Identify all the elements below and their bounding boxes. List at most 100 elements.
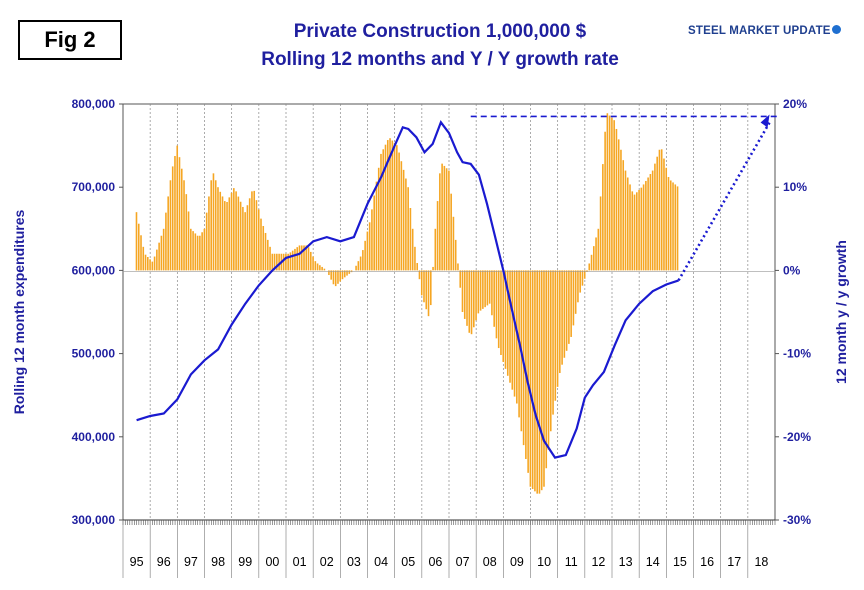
x-tick-label: 99 [238,555,252,569]
left-tick-label: 300,000 [72,513,116,527]
growth-bar [300,245,303,271]
growth-bar [405,178,407,271]
expenditure-line [136,120,679,459]
growth-bar [230,192,233,271]
growth-bar [190,228,192,271]
growth-bar [656,156,658,271]
title-line-2: Rolling 12 months and Y / Y growth rate [261,49,619,70]
growth-bar [380,153,382,271]
growth-bar [319,265,321,271]
growth-bar [502,270,505,362]
growth-bar [554,270,557,401]
growth-bar [543,270,545,487]
growth-bar [402,169,405,271]
growth-bar [278,253,280,271]
growth-bar [244,212,246,271]
growth-bar [475,270,477,321]
growth-bar [509,270,511,383]
growth-bar [445,168,448,271]
x-tick-label: 10 [537,555,551,569]
growth-bar [611,117,613,271]
growth-bar [493,270,495,327]
growth-bar [500,270,502,355]
growth-bar [147,256,149,271]
growth-bar [396,145,398,271]
growth-bar [473,270,475,328]
growth-bar [592,246,595,271]
growth-bar [631,191,634,271]
right-tick-label: -30% [783,513,811,527]
x-tick-label: 96 [157,555,171,569]
growth-bar [654,163,656,271]
growth-bar [246,205,249,271]
x-tick-label: 17 [727,555,741,569]
growth-bar [461,270,464,312]
growth-bar [674,184,677,271]
growth-bar [257,209,260,271]
growth-bar [561,270,563,365]
growth-bar [180,168,183,271]
x-tick-label: 00 [265,555,279,569]
growth-bar [219,191,222,271]
growth-bar [165,212,167,271]
growth-bar [459,270,462,288]
growth-bar [452,216,455,271]
growth-bar [495,270,498,339]
growth-bar [341,270,344,280]
growth-bar [608,115,611,271]
right-tick-label: 10% [783,180,807,194]
growth-bar [665,167,668,271]
growth-bar [160,235,163,271]
x-tick-label: 95 [130,555,144,569]
left-tick-label: 600,000 [72,263,116,277]
growth-bar [457,263,459,271]
growth-bar [251,191,253,271]
growth-bar [552,270,554,415]
chart-title: Private Construction 1,000,000 $ Rolling… [160,18,720,74]
growth-bar [201,232,203,271]
growth-bar [239,201,242,271]
growth-bar [629,184,631,271]
growth-bar [158,242,160,271]
growth-bar [547,270,550,450]
growth-bar [649,174,652,271]
growth-bar [638,189,640,271]
growth-bar [647,177,649,271]
growth-bar [223,201,226,271]
growth-bar [339,270,342,282]
growth-bar [572,270,575,326]
growth-bar [264,232,267,271]
growth-bar [590,254,593,271]
growth-bar [149,259,151,271]
growth-bar [176,145,179,271]
growth-bar [538,270,541,494]
growth-bar [549,270,552,432]
growth-bar [488,270,491,304]
growth-bar [169,180,172,271]
growth-bar [398,152,400,271]
right-tick-label: -10% [783,347,811,361]
left-axis: 800,000 700,000 600,000 500,000 400,000 300,0… [72,97,123,527]
growth-bar [411,228,414,271]
brand-dot-icon [831,25,841,34]
growth-bar [214,180,217,271]
x-tick-label: 98 [211,555,225,569]
x-tick-label: 04 [374,555,388,569]
x-axis: 95 96 97 98 99 00 01 02 03 04 05 06 07 08 09 10 11 12 13 14… [122,519,776,578]
growth-bar [579,270,582,293]
growth-bar [463,270,466,319]
x-tick-label: 11 [565,555,578,569]
growth-bar [531,270,534,490]
growth-bar [484,270,486,308]
growth-bar [294,248,296,271]
growth-bar [167,196,169,271]
growth-bar [135,212,138,271]
growth-bar [305,245,308,271]
growth-bar [620,149,622,271]
left-tick-label: 800,000 [72,97,116,111]
growth-bar [185,194,188,271]
x-tick-label: 07 [456,555,470,569]
growth-bar [441,163,443,271]
growth-bar [477,270,480,314]
growth-bar [153,256,156,271]
